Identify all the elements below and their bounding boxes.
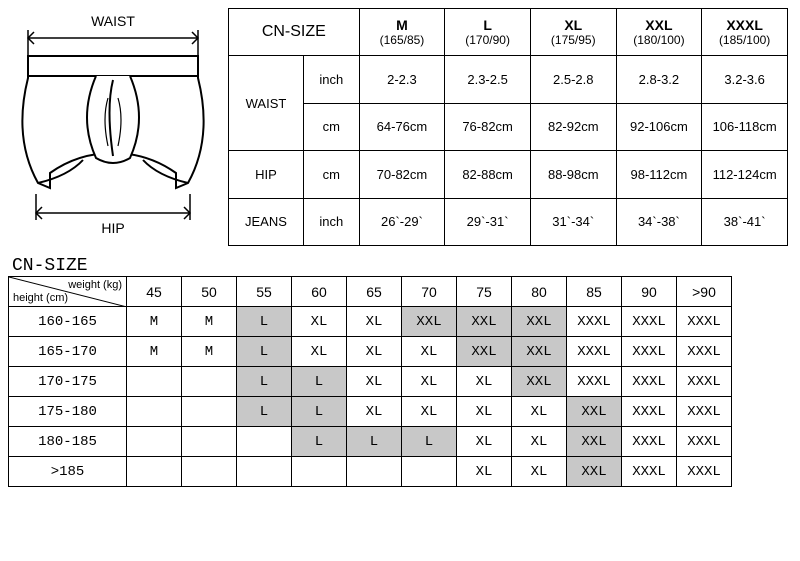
wh-cell: L: [292, 367, 347, 397]
wh-col-header: 80: [512, 277, 567, 307]
wh-col-header: 70: [402, 277, 457, 307]
row-group-jeans: JEANS: [229, 198, 304, 245]
wh-cell: XL: [347, 367, 402, 397]
wh-cell: L: [402, 427, 457, 457]
wh-cell: XXL: [512, 337, 567, 367]
row-group-hip: HIP: [229, 151, 304, 198]
wh-cell: M: [182, 337, 237, 367]
wh-col-header: 55: [237, 277, 292, 307]
wh-cell: XXXL: [677, 367, 732, 397]
wh-cell: [127, 397, 182, 427]
wh-cell: [292, 457, 347, 487]
wh-cell: XXXL: [567, 307, 622, 337]
wh-cell: [182, 457, 237, 487]
wh-cell: XXL: [402, 307, 457, 337]
wh-table-title: CN-SIZE: [8, 256, 792, 276]
wh-col-header: 85: [567, 277, 622, 307]
wh-cell: XXL: [567, 397, 622, 427]
wh-cell: XL: [457, 457, 512, 487]
wh-col-header: >90: [677, 277, 732, 307]
wh-cell: L: [292, 427, 347, 457]
wh-cell: XXL: [512, 367, 567, 397]
wh-cell: [347, 457, 402, 487]
wh-cell: L: [237, 367, 292, 397]
wh-cell: [182, 427, 237, 457]
wh-row-header: 170-175: [9, 367, 127, 397]
wh-cell: XL: [292, 337, 347, 367]
wh-cell: XXXL: [677, 337, 732, 367]
wh-cell: M: [127, 307, 182, 337]
wh-cell: XL: [512, 427, 567, 457]
wh-cell: L: [292, 397, 347, 427]
wh-cell: XL: [402, 337, 457, 367]
wh-col-header: 90: [622, 277, 677, 307]
wh-col-header: 60: [292, 277, 347, 307]
wh-cell: XXXL: [622, 337, 677, 367]
wh-row-header: 175-180: [9, 397, 127, 427]
wh-cell: [237, 457, 292, 487]
wh-cell: M: [182, 307, 237, 337]
wh-cell: XXXL: [677, 457, 732, 487]
wh-corner-cell: weight (kg)height (cm): [9, 277, 127, 307]
wh-cell: XL: [402, 367, 457, 397]
wh-cell: XXXL: [622, 307, 677, 337]
wh-cell: XXXL: [677, 427, 732, 457]
row-group-waist: WAIST: [229, 56, 304, 151]
wh-cell: XXL: [457, 337, 512, 367]
wh-cell: XXXL: [567, 367, 622, 397]
hip-label: HIP: [101, 220, 124, 236]
wh-cell: L: [347, 427, 402, 457]
wh-cell: [127, 427, 182, 457]
wh-cell: XXL: [512, 307, 567, 337]
wh-cell: XL: [347, 337, 402, 367]
wh-cell: L: [237, 307, 292, 337]
wh-cell: [237, 427, 292, 457]
wh-cell: [127, 367, 182, 397]
wh-row-header: >185: [9, 457, 127, 487]
wh-cell: XXL: [567, 427, 622, 457]
wh-row-header: 160-165: [9, 307, 127, 337]
wh-row-header: 180-185: [9, 427, 127, 457]
wh-cell: [182, 367, 237, 397]
wh-cell: XL: [292, 307, 347, 337]
wh-cell: [182, 397, 237, 427]
wh-cell: XL: [512, 457, 567, 487]
wh-col-header: 65: [347, 277, 402, 307]
wh-cell: L: [237, 397, 292, 427]
wh-cell: XXXL: [677, 307, 732, 337]
wh-cell: XXL: [457, 307, 512, 337]
wh-col-header: 50: [182, 277, 237, 307]
wh-cell: XXXL: [622, 397, 677, 427]
wh-cell: XXXL: [622, 367, 677, 397]
wh-cell: XL: [347, 397, 402, 427]
wh-cell: L: [237, 337, 292, 367]
wh-cell: XL: [512, 397, 567, 427]
wh-cell: XXXL: [622, 457, 677, 487]
wh-cell: XL: [347, 307, 402, 337]
wh-cell: XXL: [567, 457, 622, 487]
wh-cell: XXXL: [567, 337, 622, 367]
size-measurement-table: CN-SIZE M(165/85) L(170/90) XL(175/95) X…: [228, 8, 788, 246]
wh-cell: XL: [457, 427, 512, 457]
wh-cell: XXXL: [622, 427, 677, 457]
size-table-title: CN-SIZE: [229, 9, 360, 56]
weight-height-size-table: weight (kg)height (cm)455055606570758085…: [8, 276, 732, 487]
waist-label: WAIST: [91, 13, 135, 29]
wh-cell: [127, 457, 182, 487]
wh-cell: XL: [402, 397, 457, 427]
wh-cell: [402, 457, 457, 487]
wh-cell: XL: [457, 367, 512, 397]
wh-cell: XXXL: [677, 397, 732, 427]
wh-col-header: 75: [457, 277, 512, 307]
wh-cell: XL: [457, 397, 512, 427]
wh-col-header: 45: [127, 277, 182, 307]
wh-cell: M: [127, 337, 182, 367]
wh-row-header: 165-170: [9, 337, 127, 367]
underwear-diagram: WAIST HIP: [8, 8, 218, 246]
